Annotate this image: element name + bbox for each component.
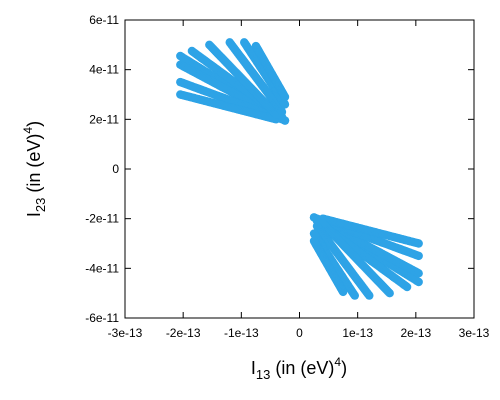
- y-axis-title: I23 (in (eV)4): [21, 121, 48, 217]
- data-point: [280, 100, 290, 109]
- x-axis-title: I13 (in (eV)4): [251, 355, 347, 382]
- scatter-cluster: [176, 38, 290, 125]
- y-tick-label: -6e-11: [85, 311, 119, 325]
- x-tick-label: -2e-13: [166, 326, 201, 340]
- x-tick-label: -3e-13: [108, 326, 143, 340]
- x-tick-label: 0: [296, 326, 303, 340]
- y-tick-label: -2e-11: [85, 212, 119, 226]
- axis-ticks: -3e-13 -2e-13 -1e-13 0 1e-13 2e-13 3e-13 -6e-11…: [85, 13, 489, 340]
- x-tick-label: 3e-13: [459, 326, 490, 340]
- y-tick-label: 4e-11: [89, 63, 119, 77]
- data-point: [309, 236, 319, 246]
- data-point: [280, 92, 290, 102]
- x-tick-label: 2e-13: [400, 326, 431, 340]
- x-tick-label: 1e-13: [342, 326, 373, 340]
- data-points: [176, 38, 423, 300]
- y-tick-label: 0: [112, 162, 119, 176]
- data-point: [312, 221, 322, 231]
- y-tick-label: 2e-11: [89, 112, 119, 126]
- y-tick-label: -4e-11: [85, 261, 119, 275]
- data-point: [277, 107, 287, 117]
- scatter-cluster: [309, 213, 423, 300]
- y-tick-label: 6e-11: [89, 13, 119, 27]
- x-tick-label: -1e-13: [224, 326, 259, 340]
- data-point: [309, 229, 319, 238]
